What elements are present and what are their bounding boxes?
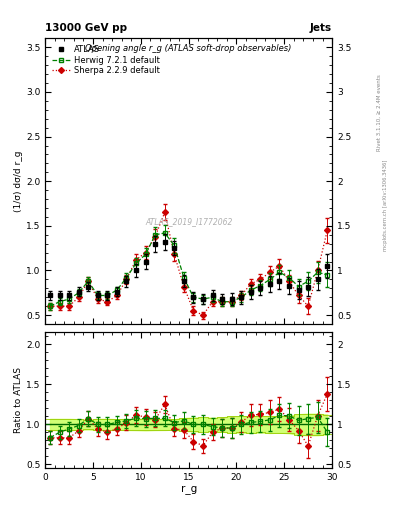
Text: 13000 GeV pp: 13000 GeV pp bbox=[45, 23, 127, 33]
Y-axis label: Ratio to ATLAS: Ratio to ATLAS bbox=[14, 368, 23, 434]
Text: Opening angle r_g (ATLAS soft-drop observables): Opening angle r_g (ATLAS soft-drop obser… bbox=[85, 44, 292, 53]
X-axis label: r_g: r_g bbox=[180, 485, 197, 495]
Text: ATLAS_2019_I1772062: ATLAS_2019_I1772062 bbox=[145, 217, 232, 226]
Text: Jets: Jets bbox=[310, 23, 332, 33]
Text: Rivet 3.1.10, ≥ 2.4M events: Rivet 3.1.10, ≥ 2.4M events bbox=[377, 74, 382, 151]
Legend: ATLAS, Herwig 7.2.1 default, Sherpa 2.2.9 default: ATLAS, Herwig 7.2.1 default, Sherpa 2.2.… bbox=[50, 42, 162, 78]
Y-axis label: (1/σ) dσ/d r_g: (1/σ) dσ/d r_g bbox=[14, 151, 23, 212]
Text: mcplots.cern.ch [arXiv:1306.3436]: mcplots.cern.ch [arXiv:1306.3436] bbox=[384, 159, 388, 250]
